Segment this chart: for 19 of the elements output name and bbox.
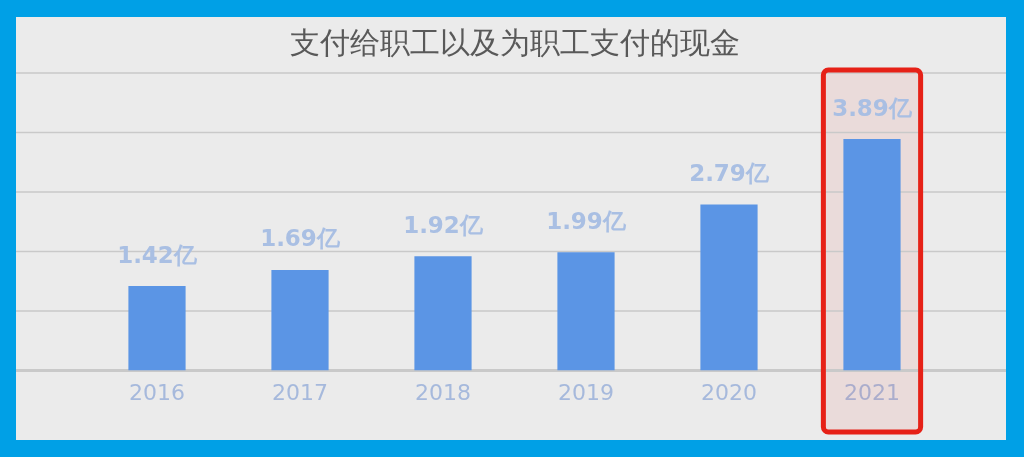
bar (843, 139, 901, 371)
data-label: 1.99亿 (546, 207, 627, 234)
data-label: 1.42亿 (117, 241, 198, 268)
x-tick-label: 2020 (701, 379, 757, 405)
chart-title: 支付给职工以及为职工支付的现金 (289, 24, 740, 60)
bar (700, 204, 758, 371)
data-label: 3.89亿 (832, 94, 913, 121)
x-tick-label: 2016 (129, 379, 185, 405)
x-tick-label: 2021 (844, 379, 900, 405)
data-label: 1.69亿 (260, 225, 341, 252)
data-label: 1.92亿 (403, 211, 484, 238)
bar (128, 286, 186, 371)
bar (557, 252, 615, 371)
x-tick-label: 2019 (558, 379, 614, 405)
data-label: 2.79亿 (689, 160, 770, 187)
bar (414, 256, 472, 371)
bar (271, 270, 329, 371)
x-tick-label: 2017 (272, 379, 328, 405)
x-tick-label: 2018 (415, 379, 471, 405)
